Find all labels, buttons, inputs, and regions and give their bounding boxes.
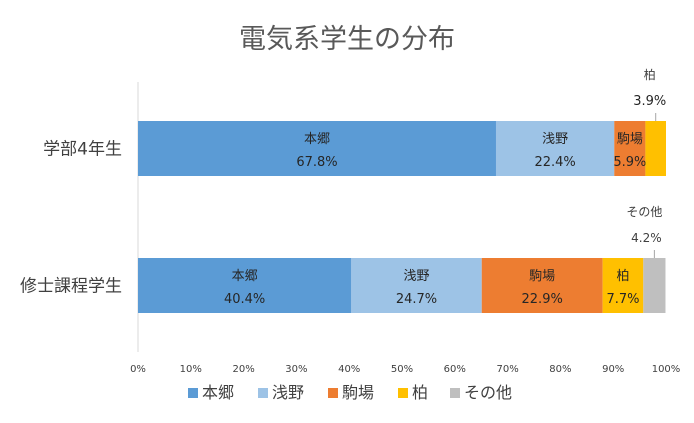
x-tick-label: 60% [444,364,466,375]
legend-swatch [188,388,198,398]
callout-name-label: 柏 [644,67,656,82]
x-tick-label: 30% [285,364,307,375]
bar-segment [495,121,615,176]
segment-value-label: 24.7% [396,292,437,307]
bar-segment [481,258,603,313]
segment-value-label: 67.8% [296,155,337,170]
x-tick-label: 50% [391,364,413,375]
bar-segment [138,121,496,176]
legend-swatch [398,388,408,398]
x-tick-label: 100% [652,364,681,375]
legend-label: 本郷 [202,383,234,402]
segment-value-label: 22.4% [534,155,575,170]
legend-swatch [450,388,460,398]
bar-segment [614,121,646,176]
legend-swatch [258,388,268,398]
legend-label: 駒場 [342,383,374,402]
bar-segment [643,258,666,313]
bar-segment [138,258,352,313]
x-tick-label: 40% [338,364,360,375]
legend-label: その他 [464,383,512,402]
category-label: 学部4年生 [43,140,122,160]
callout-value-label: 3.9% [633,94,666,109]
legend-label: 浅野 [272,383,304,402]
callout-value-label: 4.2% [631,231,662,245]
legend-label: 柏 [412,383,428,402]
bar-segment [645,121,666,176]
x-tick-label: 80% [549,364,571,375]
segment-name-label: 浅野 [542,132,568,147]
segment-name-label: 駒場 [529,269,555,284]
x-tick-label: 10% [180,364,202,375]
x-tick-label: 0% [130,364,146,375]
callout-name-label: その他 [626,205,662,219]
segment-value-label: 7.7% [606,292,639,307]
category-label: 修士課程学生 [20,277,122,297]
segment-value-label: 22.9% [522,292,563,307]
segment-value-label: 40.4% [224,292,265,307]
x-tick-label: 90% [602,364,624,375]
segment-value-label: 5.9% [613,155,646,170]
legend-swatch [328,388,338,398]
bar-segment [602,258,644,313]
x-tick-label: 70% [496,364,518,375]
segment-name-label: 駒場 [617,132,643,147]
x-tick-label: 20% [232,364,254,375]
segment-name-label: 柏 [616,269,629,284]
chart-title: 電気系学生の分布 [239,24,455,55]
segment-name-label: 本郷 [232,269,258,284]
segment-name-label: 浅野 [404,269,430,284]
segment-name-label: 本郷 [304,132,330,147]
bar-segment [351,258,482,313]
